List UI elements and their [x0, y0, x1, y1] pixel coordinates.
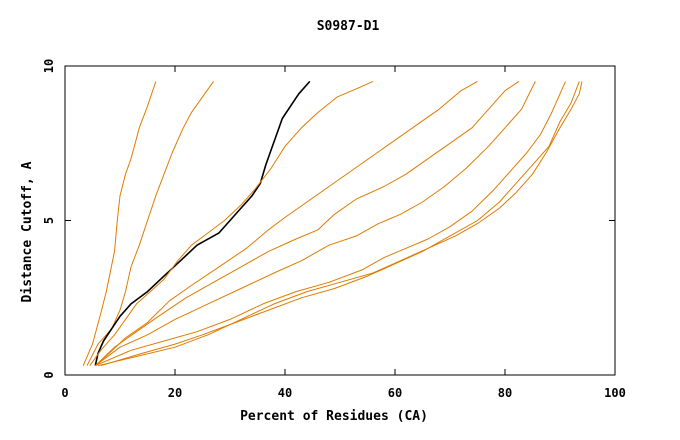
series-layer — [82, 80, 583, 367]
series-line-10 — [97, 81, 583, 367]
series-line-6 — [94, 80, 520, 367]
x-tick-label: 100 — [604, 386, 626, 400]
x-tick-label: 40 — [278, 386, 292, 400]
y-tick-label: 0 — [42, 371, 56, 378]
y-tick-label: 5 — [42, 217, 56, 224]
x-tick-label: 60 — [388, 386, 402, 400]
series-line-8 — [95, 81, 566, 367]
series-line-4 — [89, 80, 374, 366]
y-tick-label: 10 — [42, 59, 56, 73]
series-line-2 — [86, 81, 214, 366]
x-axis-title: Percent of Residues (CA) — [240, 409, 428, 424]
y-axis-title: Distance Cutoff, A — [20, 161, 35, 302]
x-tick-label: 0 — [61, 386, 68, 400]
series-line-7 — [95, 81, 536, 367]
series-line-5 — [94, 80, 478, 367]
chart-title: S0987-D1 — [317, 19, 380, 34]
x-tick-label: 20 — [168, 386, 182, 400]
series-line-1 — [82, 81, 157, 366]
x-tick-label: 80 — [498, 386, 512, 400]
x-axis: 0 20 40 60 80 100 — [61, 66, 626, 400]
series-line-9 — [100, 81, 580, 367]
series-line-highlight — [94, 80, 311, 366]
y-axis: 0 5 10 — [42, 59, 615, 379]
